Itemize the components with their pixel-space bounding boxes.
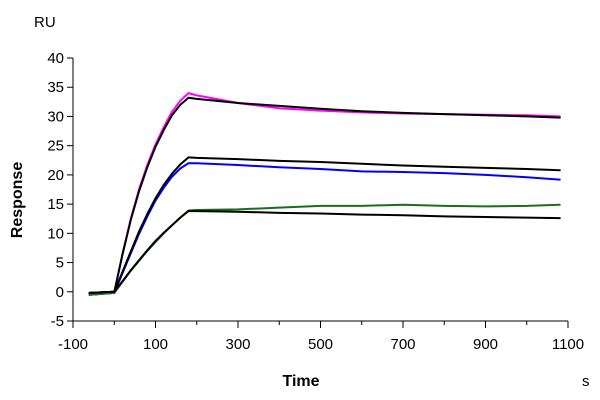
x-tick-label: 900: [473, 336, 498, 353]
y-tick-label: 10: [47, 225, 64, 242]
x-tick-label: 500: [308, 336, 333, 353]
series-line-fit-mid: [88, 156, 561, 294]
y-tick-label: 20: [47, 167, 64, 184]
y-unit-label: RU: [34, 14, 56, 31]
series-line-sensorgram-mid: [88, 162, 561, 296]
plot-area: [88, 92, 561, 296]
x-tick-label: 100: [143, 336, 168, 353]
axes: [72, 58, 568, 322]
x-tick-label: 1100: [552, 336, 584, 353]
y-tick-label: 35: [47, 79, 64, 96]
y-tick-label: 0: [56, 284, 64, 301]
y-axis-title: Response: [9, 162, 26, 239]
series-line-sensorgram-low: [88, 203, 561, 296]
series-line-fit-low: [88, 210, 561, 294]
y-tick-label: 25: [47, 138, 64, 155]
x-tick-label: 300: [225, 336, 250, 353]
x-ticks: -100 100 300 500 700 900 1100: [58, 321, 584, 353]
x-unit-label: s: [582, 373, 590, 390]
y-tick-label: 30: [47, 108, 64, 125]
x-tick-label: 700: [390, 336, 415, 353]
y-tick-label: 15: [47, 196, 64, 213]
x-axis-title: Time: [282, 373, 319, 390]
series-line-fit-high: [88, 96, 561, 294]
y-ticks: -5 0 5 10 15 20 25 30 35 40: [47, 50, 73, 330]
y-tick-label: 40: [47, 50, 64, 67]
x-tick-label: -100: [58, 336, 88, 353]
y-tick-label: -5: [51, 313, 64, 330]
y-tick-label: 5: [56, 255, 64, 272]
